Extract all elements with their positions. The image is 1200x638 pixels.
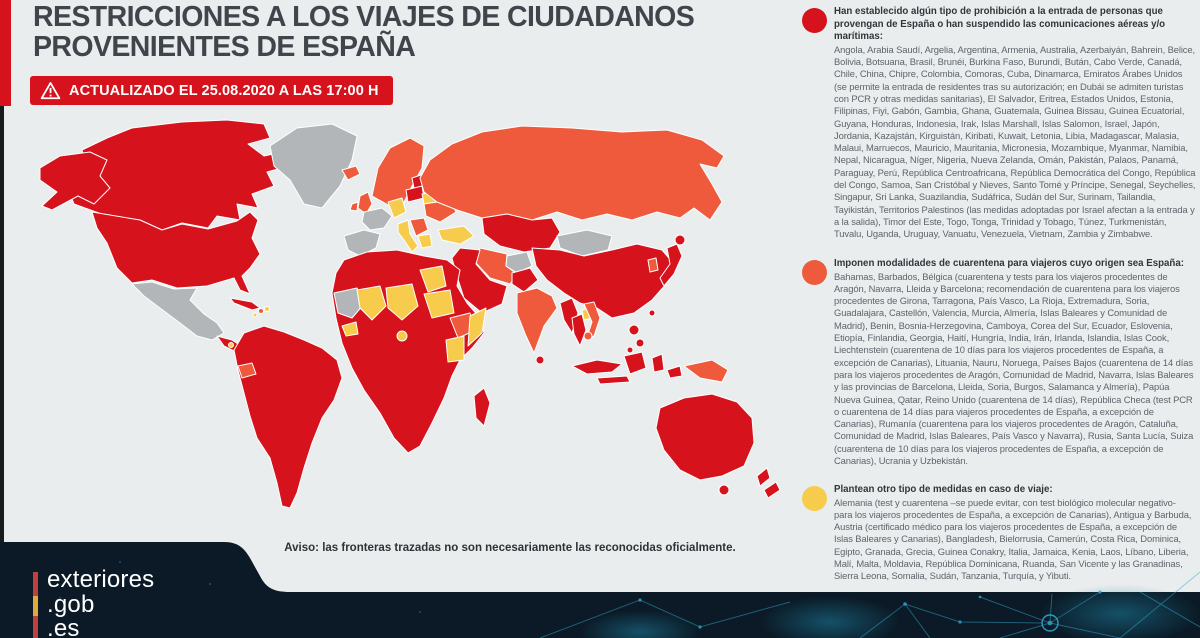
constellation-lines	[539, 571, 1200, 638]
legend-item-quarantine: Imponen modalidades de cuarentena para v…	[800, 258, 1198, 467]
logo-line-exteriores: exteriores	[47, 566, 155, 593]
constellation-nodes	[59, 561, 1102, 629]
map-region-eastern-europe	[405, 173, 457, 249]
banner-label: ACTUALIZADO EL 25.08.2020 A LAS 17:00 H	[69, 82, 379, 99]
map-region-philippines	[626, 324, 645, 354]
title-line-2: PROVENIENTES DE ESPAÑA	[33, 31, 416, 63]
map-region-mexico	[131, 281, 225, 341]
warning-triangle-icon	[40, 81, 61, 100]
map-region-indonesia	[571, 351, 683, 385]
page-title: RESTRICCIONES A LOS VIAJES DE CIUDADANOS…	[33, 2, 793, 62]
map-region-kazakhstan	[481, 213, 561, 253]
map-region-papua-new-guinea	[683, 359, 729, 383]
map-region-china	[531, 243, 675, 319]
map-regions	[39, 119, 781, 509]
yellow-circle-icon	[802, 486, 827, 511]
red-circle-icon	[802, 8, 827, 33]
legend-column: Han establecido algún tipo de prohibició…	[800, 0, 1198, 592]
map-region-south-america	[233, 325, 343, 509]
title-line-1: RESTRICCIONES A LOS VIAJES DE CIUDADANOS	[33, 1, 695, 33]
legend-title: Han establecido algún tipo de prohibició…	[834, 6, 1166, 43]
map-region-greenland	[269, 123, 358, 209]
map-region-india	[516, 287, 558, 354]
logo-text: exteriores .gob .es	[47, 566, 155, 638]
map-region-sri-lanka	[535, 355, 545, 365]
map-region-ecuador	[237, 362, 257, 379]
map-disclaimer: Aviso: las fronteras trazadas no son nec…	[284, 542, 736, 554]
legend-title: Imponen modalidades de cuarentena para v…	[834, 258, 1184, 269]
world-map	[12, 108, 790, 542]
spain-flag-bar-icon	[33, 572, 38, 638]
map-region-germany	[387, 197, 407, 219]
map-region-new-zealand	[756, 467, 781, 499]
map-region-southeast-asia	[559, 297, 601, 347]
exteriores-logo: exteriores .gob .es	[33, 566, 155, 638]
map-region-usa	[91, 211, 261, 295]
legend-item-other-measures: Plantean otro tipo de medidas en caso de…	[800, 484, 1198, 583]
logo-line-es: .es	[47, 615, 80, 638]
legend-item-prohibition: Han establecido algún tipo de prohibició…	[800, 6, 1198, 241]
map-region-alaska	[39, 151, 111, 211]
map-region-russia	[419, 125, 725, 221]
map-region-pakistan	[511, 267, 539, 293]
map-region-australia	[655, 393, 755, 481]
left-red-strip	[0, 0, 11, 106]
map-region-ireland	[349, 201, 359, 212]
legend-title: Plantean otro tipo de medidas en caso de…	[834, 484, 1053, 495]
legend-country-list: Alemania (test y cuarentena –se puede ev…	[834, 496, 1192, 582]
orange-circle-icon	[802, 260, 827, 285]
map-region-tasmania	[718, 484, 730, 496]
map-region-africa-patches	[333, 265, 487, 363]
map-region-iberia	[343, 229, 381, 257]
map-region-japan-korea	[647, 234, 686, 317]
map-region-iceland	[341, 165, 361, 181]
left-dark-strip	[0, 106, 4, 546]
world-map-svg	[39, 119, 781, 509]
footer: exteriores .gob .es	[0, 542, 1200, 638]
updated-banner: ACTUALIZADO EL 25.08.2020 A LAS 17:00 H	[30, 76, 393, 105]
map-region-turkey	[437, 225, 475, 245]
footer-network-art	[0, 542, 1200, 638]
legend-country-list: Angola, Arabia Saudí, Argelia, Argentina…	[834, 43, 1196, 240]
map-region-france	[361, 207, 393, 231]
map-region-mongolia	[556, 229, 613, 257]
legend-country-list: Bahamas, Barbados, Bélgica (cuarentena y…	[834, 270, 1194, 467]
constellation-hub-ring	[1041, 614, 1059, 632]
map-region-italy	[397, 219, 419, 253]
map-region-madagascar	[473, 387, 491, 427]
logo-line-gob: .gob	[47, 590, 95, 618]
map-region-uk	[357, 191, 373, 215]
